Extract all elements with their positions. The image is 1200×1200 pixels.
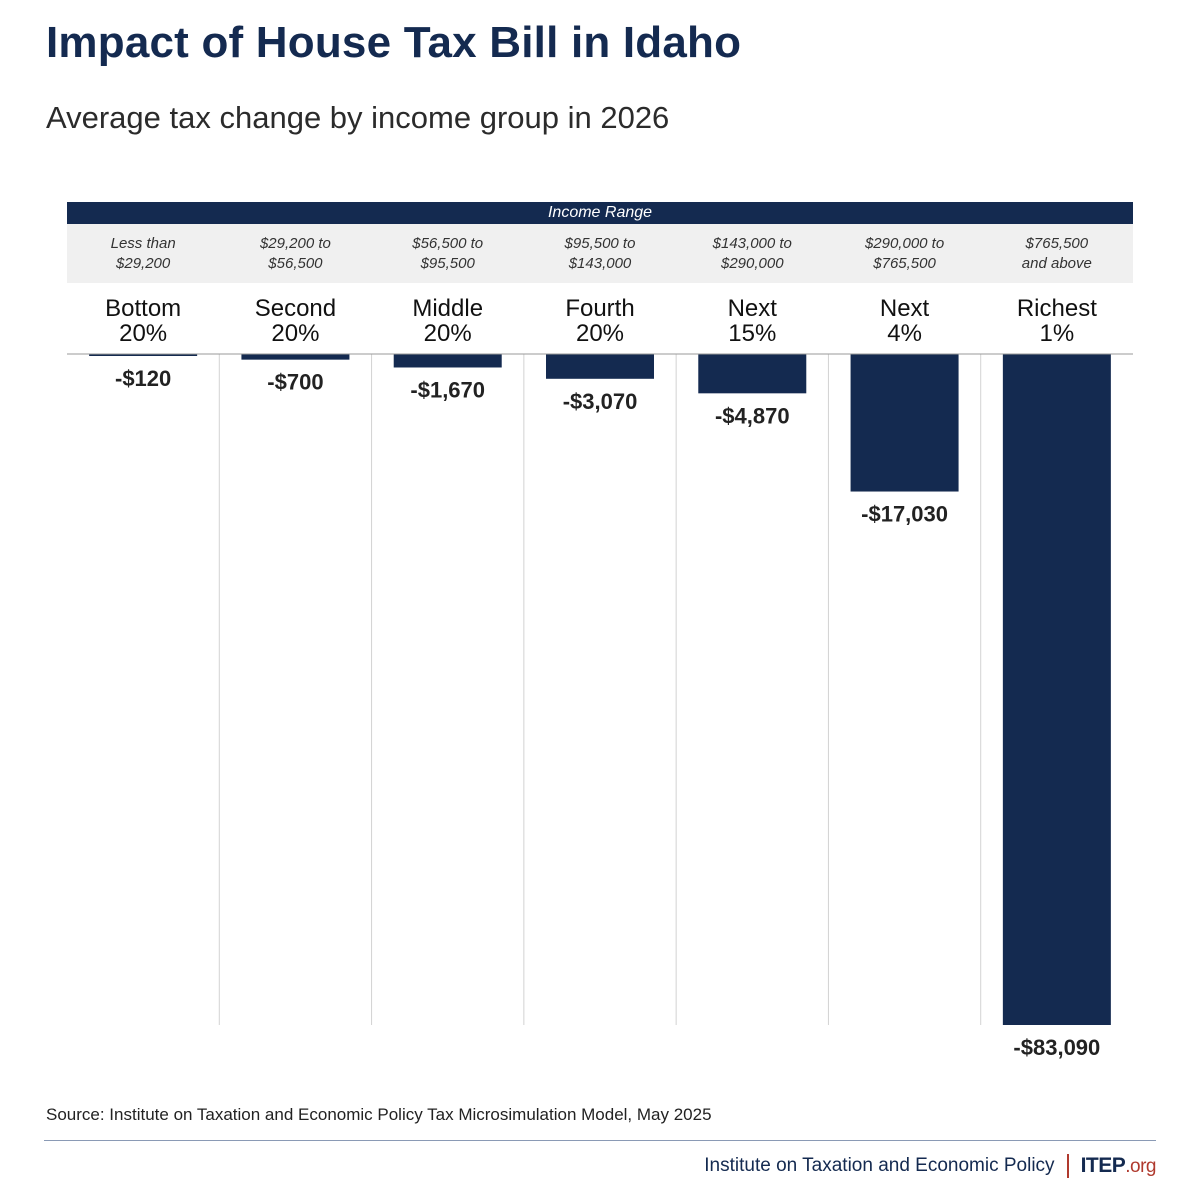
group-label: Second 20% xyxy=(254,295,337,347)
value-label: -$1,670 xyxy=(410,377,485,402)
income-range-row xyxy=(67,224,1133,283)
bar-chart: -$120 -$700 -$1,670 -$3,070 -$4,870 -$17,030 -… xyxy=(67,353,1133,1060)
income-range-label: $29,200 to $56,500 xyxy=(259,235,331,272)
income-range-label: $95,500 to $143,000 xyxy=(564,235,636,272)
logo-main: ITEP xyxy=(1080,1154,1126,1177)
chart-title: Impact of House Tax Bill in Idaho xyxy=(46,18,742,67)
group-label: Bottom 20% xyxy=(105,295,182,347)
bar xyxy=(393,354,502,368)
bar xyxy=(89,354,198,356)
source-note: Source: Institute on Taxation and Econom… xyxy=(46,1105,712,1124)
group-label: Richest 1% xyxy=(1016,295,1097,347)
footer-org-name: Institute on Taxation and Economic Polic… xyxy=(704,1155,1055,1176)
footer-separator xyxy=(1066,1154,1069,1178)
value-label: -$700 xyxy=(267,370,323,395)
itep-logo: ITEP.org xyxy=(1080,1154,1157,1178)
chart-subtitle: Average tax change by income group in 20… xyxy=(46,100,670,135)
income-range-label: Less than $29,200 xyxy=(110,235,176,272)
income-range-label: $765,500 and above xyxy=(1021,235,1092,272)
footer-divider xyxy=(44,1140,1156,1141)
value-label: -$17,030 xyxy=(861,502,948,527)
value-label: -$3,070 xyxy=(563,389,638,414)
logo-suffix: .org xyxy=(1125,1156,1156,1177)
bar xyxy=(1002,354,1111,1025)
income-range-header: Income Range xyxy=(67,202,1133,224)
bar xyxy=(546,354,654,379)
group-label: Next 4% xyxy=(879,295,930,347)
income-range-label: $56,500 to $95,500 xyxy=(412,235,484,272)
bar xyxy=(850,354,959,492)
value-label: -$4,870 xyxy=(715,403,790,428)
value-label: -$120 xyxy=(115,366,171,391)
income-range-label: $143,000 to $290,000 xyxy=(712,235,792,272)
group-label: Middle 20% xyxy=(412,295,484,347)
bar xyxy=(698,354,807,394)
value-label: -$83,090 xyxy=(1013,1035,1100,1060)
bar xyxy=(241,354,350,360)
group-label: Fourth 20% xyxy=(565,295,635,347)
income-range-label: $290,000 to $765,500 xyxy=(864,235,945,272)
group-label: Next 15% xyxy=(727,295,777,347)
footer: Institute on Taxation and Economic Polic… xyxy=(704,1154,1156,1178)
